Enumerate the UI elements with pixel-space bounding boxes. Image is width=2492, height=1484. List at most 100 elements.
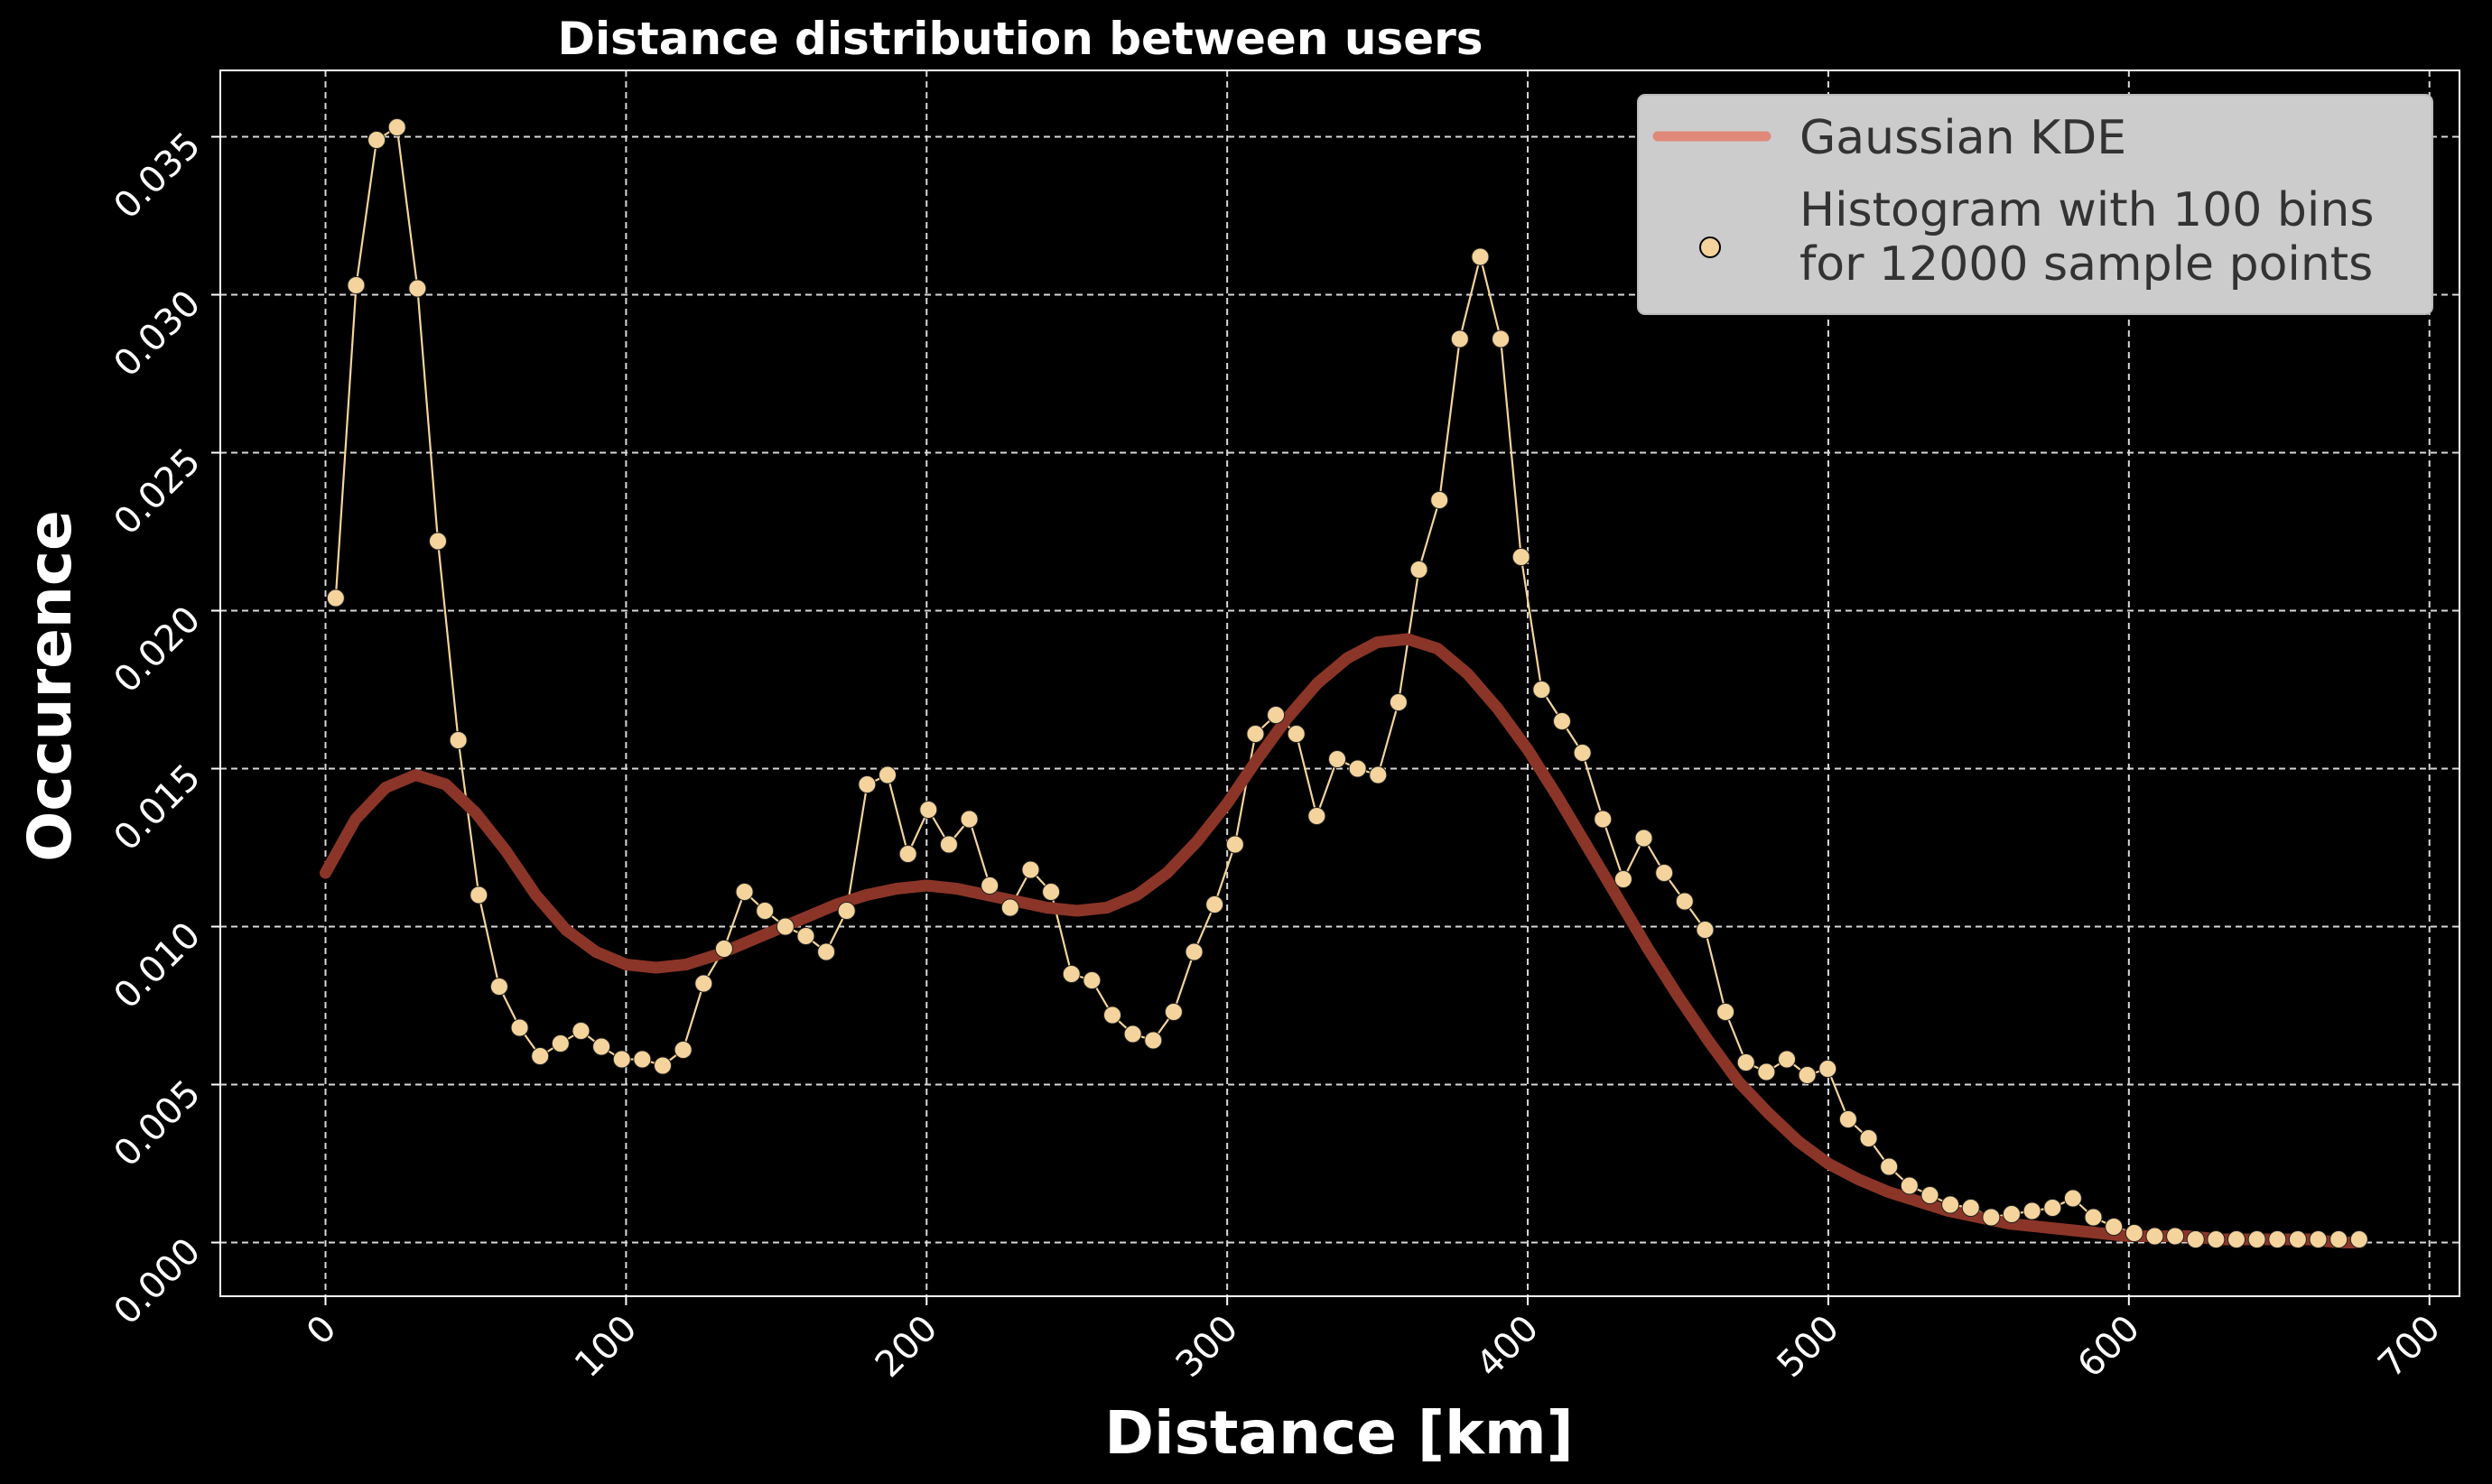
histogram-point [470, 886, 488, 904]
histogram-point [1042, 883, 1061, 901]
histogram-point [1613, 870, 1632, 888]
histogram-point [1307, 807, 1326, 825]
histogram-point [2166, 1227, 2185, 1246]
histogram-point [347, 276, 366, 294]
histogram-point [960, 810, 979, 829]
histogram-point [1594, 810, 1613, 829]
histogram-point [1450, 329, 1469, 348]
histogram-point [387, 118, 406, 136]
histogram-point [326, 589, 345, 608]
histogram-point [1409, 561, 1428, 579]
chart-title: Distance distribution between users [557, 13, 1483, 65]
legend-hist-label-line2: for 12000 sample points [1799, 237, 2373, 292]
histogram-point [1696, 921, 1715, 939]
histogram-point [1144, 1031, 1163, 1050]
histogram-point [612, 1050, 631, 1069]
histogram-point [2227, 1230, 2246, 1248]
histogram-point [1328, 750, 1347, 768]
grid [220, 70, 2459, 1296]
histogram-point [2288, 1230, 2307, 1248]
histogram-point [2145, 1227, 2164, 1246]
x-axis-title: Distance [km] [1104, 1398, 1574, 1468]
histogram-point [1000, 898, 1019, 917]
histogram-point [2349, 1230, 2368, 1248]
histogram-point [449, 731, 468, 749]
histogram-point [1430, 491, 1449, 509]
histogram-point [694, 974, 713, 993]
histogram-point [1573, 744, 1592, 762]
histogram-point [1389, 693, 1408, 711]
histogram-point [919, 801, 938, 819]
histogram-point [1123, 1025, 1142, 1043]
histogram-point [1941, 1195, 1960, 1214]
histogram-point [1225, 835, 1244, 854]
histogram-point [1205, 895, 1224, 914]
histogram-point [1348, 759, 1367, 778]
histogram-point [2022, 1201, 2041, 1220]
histogram-point [510, 1018, 529, 1037]
histogram-point [2247, 1230, 2266, 1248]
histogram-point [592, 1037, 611, 1056]
legend-hist-marker [1699, 237, 1721, 258]
histogram-point [1471, 247, 1490, 266]
histogram-point [939, 835, 958, 854]
histogram-point [714, 940, 733, 958]
plot-frame [219, 70, 2460, 1297]
histogram-line [334, 125, 2359, 1241]
y-axis-title: Occurence [15, 510, 85, 862]
histogram-point [1246, 725, 1265, 743]
histogram-point [1961, 1199, 1980, 1217]
histogram-point [879, 765, 897, 784]
histogram-point [898, 845, 917, 863]
histogram-point [837, 902, 856, 920]
histogram-point [1798, 1066, 1817, 1084]
histogram-point [796, 927, 815, 945]
histogram-point [2003, 1205, 2021, 1223]
histogram-point [2207, 1230, 2226, 1248]
histogram-point [1511, 548, 1530, 566]
histogram-point [2105, 1218, 2124, 1236]
histogram-point [1655, 864, 1674, 882]
histogram-point [1859, 1129, 1878, 1147]
histogram-point [2063, 1189, 2082, 1208]
histogram-point [1736, 1053, 1755, 1071]
histogram-point [1838, 1110, 1857, 1128]
histogram-point [1369, 765, 1388, 784]
legend: Gaussian KDE Histogram with 100 bins for… [1637, 94, 2433, 315]
histogram-point [489, 978, 508, 996]
legend-hist-label-line1: Histogram with 100 bins [1799, 183, 2374, 237]
histogram-point [1287, 725, 1306, 743]
axes [219, 70, 2460, 1297]
histogram-point [2084, 1208, 2103, 1227]
histogram-point [1532, 681, 1551, 699]
series [320, 118, 2368, 1248]
histogram-point [1757, 1062, 1776, 1081]
histogram-point [1103, 1006, 1122, 1025]
histogram-point [1818, 1060, 1837, 1078]
histogram-point [408, 279, 427, 298]
legend-kde-label: Gaussian KDE [1799, 111, 2126, 165]
histogram-point [1185, 942, 1204, 961]
histogram-point [756, 902, 775, 920]
histogram-point [1900, 1176, 1919, 1195]
histogram-point [633, 1050, 652, 1069]
histogram-point [1553, 712, 1572, 730]
histogram-point [1675, 892, 1694, 911]
histogram-point [2043, 1199, 2062, 1217]
histogram-point [1083, 971, 1102, 989]
histogram-point [674, 1041, 693, 1059]
histogram-point [1880, 1157, 1899, 1176]
histogram-point [858, 775, 877, 793]
histogram-point [817, 942, 836, 961]
histogram-point [1716, 1003, 1735, 1021]
histogram-point [981, 876, 1000, 895]
histogram-point [1062, 965, 1081, 983]
histogram-point [2309, 1230, 2328, 1248]
histogram-point [735, 883, 754, 901]
histogram-point [1164, 1003, 1183, 1021]
histogram-point [531, 1047, 550, 1065]
histogram-point [1267, 706, 1286, 724]
histogram-point [2268, 1230, 2287, 1248]
kde-line [320, 633, 2366, 1248]
